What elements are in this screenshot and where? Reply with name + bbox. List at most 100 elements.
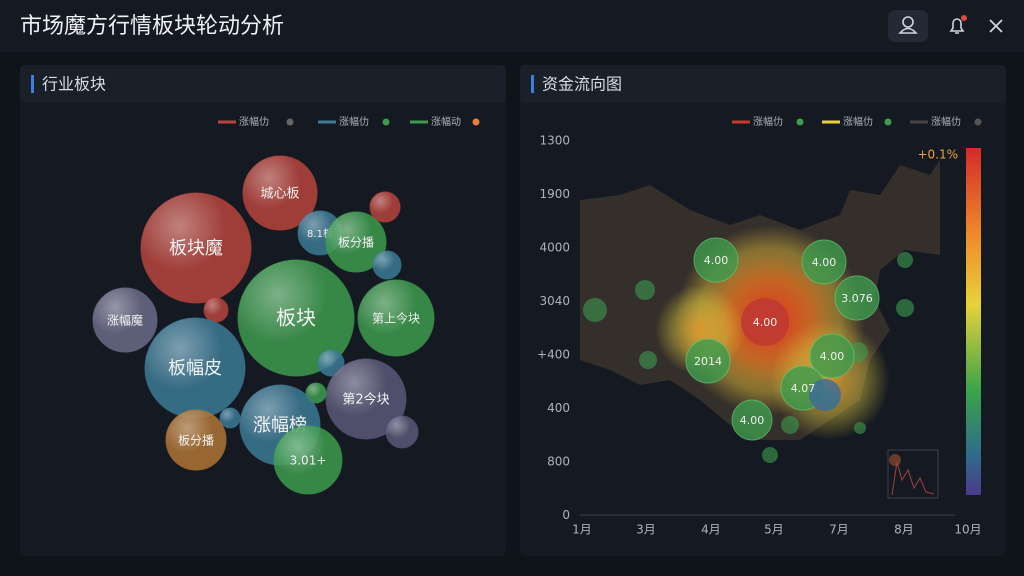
mini-chart-frame <box>887 449 939 499</box>
bubble-label: 板块魔 <box>169 238 223 259</box>
legend-label: 涨幅仂 <box>339 115 369 128</box>
colorbar <box>966 148 981 495</box>
bell-button[interactable] <box>949 18 965 34</box>
mini-chart-line <box>891 461 935 496</box>
map-bubble <box>685 338 731 384</box>
map-bubble <box>731 399 773 441</box>
y-label: 3040 <box>539 294 570 308</box>
y-label: 1900 <box>539 187 570 201</box>
point-label: 2014 <box>694 355 722 368</box>
bubble-gloss <box>238 260 354 376</box>
map-bubble <box>809 333 855 379</box>
panel-header <box>20 65 506 103</box>
map-bubble <box>809 379 841 411</box>
x-label: 4月 <box>701 523 721 537</box>
point-label: 4.00 <box>740 414 765 427</box>
bubble-label: 3.01+ <box>290 454 327 468</box>
map-points: 4.00 4.00 4.00 3.076 2014 4.00 4.07 4.00 <box>583 237 914 463</box>
panel-header <box>520 65 1006 103</box>
point-label: 4.07 <box>791 382 816 395</box>
bubble-gloss <box>145 318 245 418</box>
legend-dot <box>796 118 804 126</box>
bubble-gloss <box>370 192 400 222</box>
panel-accent <box>531 75 534 93</box>
map-dot <box>583 298 607 322</box>
bubble-label: 城心板 <box>260 187 299 202</box>
map-dot <box>762 447 778 463</box>
map-dot <box>897 252 913 268</box>
x-label: 10月 <box>954 523 981 537</box>
legend-dot <box>472 118 480 126</box>
user-icon <box>902 16 914 28</box>
bubble-label: 板幅皮 <box>168 358 222 379</box>
header-bar <box>0 0 1024 52</box>
x-label: 7月 <box>829 523 849 537</box>
legend-dot <box>884 118 892 126</box>
user-button[interactable] <box>888 10 928 42</box>
bubble-gloss <box>166 410 226 470</box>
map-dot <box>896 299 914 317</box>
bubble-gloss <box>386 416 418 448</box>
legend-label: 涨幅动 <box>431 115 461 128</box>
map-bubble <box>741 298 789 346</box>
mini-chart <box>889 454 901 466</box>
y-label: +400 <box>537 348 570 362</box>
y-label: 800 <box>547 455 570 469</box>
map-dot <box>781 416 799 434</box>
page-title: 市场魔方行情板块轮动分析 <box>20 14 284 39</box>
legend-label: 涨幅仂 <box>753 115 783 128</box>
map-bubble <box>801 239 847 285</box>
bubble-gloss <box>141 193 251 303</box>
legend: 涨幅仂 涨幅仂 涨幅仂 <box>732 115 982 128</box>
colorbar-label: +0.1% <box>917 148 958 162</box>
y-axis: 1300 1900 4000 3040 +400 400 800 0 <box>537 134 570 523</box>
legend-dot <box>974 118 982 126</box>
point-label: 3.076 <box>841 292 873 305</box>
close-button[interactable] <box>989 19 1003 33</box>
y-label: 4000 <box>539 241 570 255</box>
x-label: 3月 <box>636 523 656 537</box>
notification-dot <box>961 15 967 21</box>
bubble-gloss <box>93 288 157 352</box>
bubble-gloss <box>220 408 240 428</box>
panel-accent <box>31 75 34 93</box>
bubble-label: 第上今块 <box>372 311 420 326</box>
bubble-label: 板块 <box>276 306 316 330</box>
bubble-gloss <box>358 280 434 356</box>
map-bubble <box>693 237 739 283</box>
point-label: 4.00 <box>753 316 778 329</box>
x-label: 5月 <box>764 523 784 537</box>
legend-dot <box>286 118 294 126</box>
legend-dot <box>382 118 390 126</box>
map-dot <box>854 422 866 434</box>
x-label: 1月 <box>572 523 592 537</box>
bubble-gloss <box>306 383 326 403</box>
panel-title: 资金流向图 <box>542 75 622 94</box>
panel-title: 行业板块 <box>42 75 106 94</box>
bubble-label: 第2今块 <box>342 392 389 408</box>
legend: 涨幅仂 涨幅仂 涨幅动 <box>218 115 480 128</box>
bubble-gloss <box>326 359 406 439</box>
x-axis: 1月 3月 4月 5月 7月 8月 10月 <box>572 514 982 537</box>
bubble-gloss <box>243 156 317 230</box>
bubble-gloss <box>274 426 342 494</box>
y-label: 0 <box>562 508 570 522</box>
map-dot <box>639 351 657 369</box>
bubble-label: 板分播 <box>338 236 374 250</box>
user-icon-body <box>898 27 918 34</box>
x-label: 8月 <box>894 523 914 537</box>
point-label: 4.00 <box>812 256 837 269</box>
point-label: 4.00 <box>820 350 845 363</box>
bubble-label: 涨幅魔 <box>107 313 143 328</box>
bubble-gloss <box>373 251 401 279</box>
y-label: 400 <box>547 401 570 415</box>
point-label: 4.00 <box>704 254 729 267</box>
map-dot <box>635 280 655 300</box>
bubble-gloss <box>326 212 386 272</box>
legend-label: 涨幅仂 <box>931 115 961 128</box>
legend-label: 涨幅仂 <box>239 115 269 128</box>
bubble-gloss <box>204 298 228 322</box>
map-bubble <box>834 275 880 321</box>
